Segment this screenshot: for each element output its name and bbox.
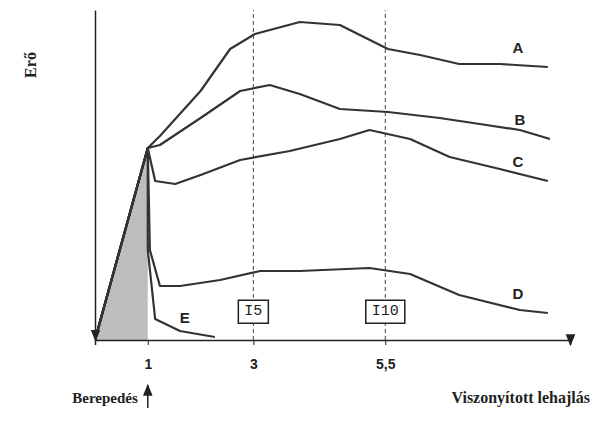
y-axis	[95, 11, 96, 341]
reference-line	[253, 10, 254, 340]
tick-mark	[253, 340, 254, 345]
reference-line	[385, 10, 386, 340]
series-label: A	[512, 39, 523, 56]
tick-mark	[385, 340, 386, 345]
series-line	[95, 22, 548, 340]
tick-mark	[148, 340, 149, 345]
tick-label: 5,5	[376, 356, 396, 372]
annotation-label: Berepedés	[72, 390, 138, 406]
annotation-box	[366, 300, 405, 323]
annotation-arrow	[147, 385, 149, 408]
series-line	[95, 130, 548, 340]
text-layer: A B C D E I5 I10 Berepedés	[72, 39, 525, 408]
series-line	[95, 148, 548, 340]
series-label: C	[512, 153, 523, 170]
annotation-label: I5	[244, 303, 262, 320]
data-layer	[95, 10, 550, 340]
x-tick: 3	[250, 340, 258, 372]
annotation-label: I10	[372, 303, 399, 320]
y-axis-line	[95, 11, 97, 341]
x-tick: 1	[144, 340, 152, 372]
tick-label: 1	[144, 356, 152, 372]
series-label: E	[180, 309, 190, 326]
x-axis-title: Viszonyított lehajlás	[451, 389, 590, 407]
series-label: D	[512, 285, 523, 302]
series-line	[95, 148, 215, 340]
series-line	[95, 85, 550, 340]
series-label: B	[515, 111, 526, 128]
annotation-box	[238, 300, 268, 323]
chart: 135,5ABCDEI5I10BerepedésViszonyított leh…	[0, 0, 602, 425]
x-axis: 135,5	[96, 340, 571, 372]
tick-label: 3	[250, 356, 258, 372]
x-axis-line	[96, 341, 571, 346]
plot: 135,5ABCDEI5I10Berepedés	[72, 10, 570, 408]
y-axis-title: Erő	[22, 52, 39, 78]
x-tick: 5,5	[376, 340, 396, 372]
